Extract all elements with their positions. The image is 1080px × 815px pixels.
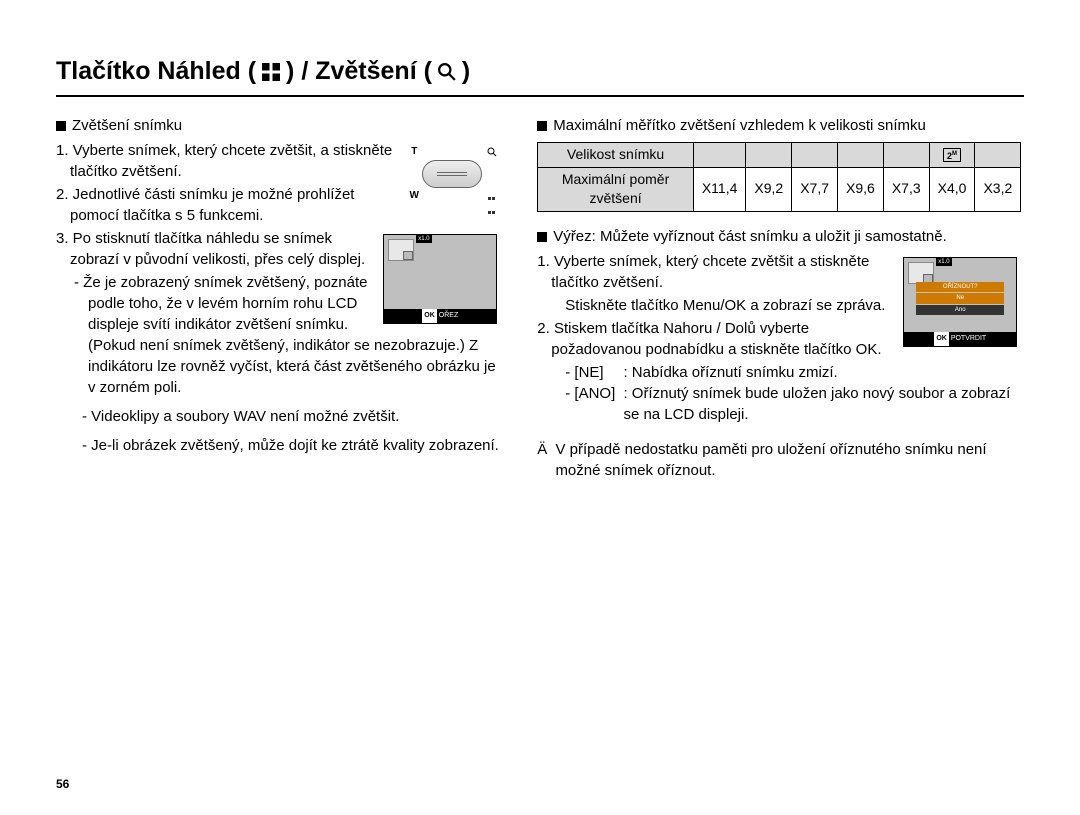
- left-heading-text: Zvětšení snímku: [72, 117, 182, 134]
- size-col-5: [883, 143, 929, 168]
- zoom-indicator-icon: [388, 239, 414, 261]
- lcd2-footer-text: POTVRDIT: [951, 335, 986, 342]
- title-suffix: ): [462, 54, 470, 89]
- opt-ano-text: : Oříznutý snímek bude uložen jako nový …: [623, 383, 1019, 425]
- ratio-4: X9,6: [838, 167, 884, 211]
- footnote-row: Ä V případě nedostatku paměti pro uložen…: [537, 439, 1021, 481]
- zoom-control-diagram: T W: [407, 144, 497, 204]
- magnify-icon: [438, 63, 456, 81]
- size-col-1: [693, 143, 746, 168]
- asterisk-icon: Ä: [537, 439, 551, 460]
- footnote-text: V případě nedostatku paměti pro uložení …: [555, 439, 1019, 481]
- size-2m-icon: 2M: [943, 148, 961, 162]
- bullet-icon: [56, 121, 66, 131]
- right-column: Maximální měřítko zvětšení vzhledem k ve…: [537, 115, 1021, 481]
- magnify-small-icon: [487, 147, 497, 157]
- table-header-ratio: Maximální poměr zvětšení: [538, 167, 694, 211]
- ratio-2: X9,2: [746, 167, 792, 211]
- zoom-level-label: x1.0: [936, 258, 951, 266]
- right-heading-text: Maximální měřítko zvětšení vzhledem k ve…: [553, 117, 926, 134]
- zoom-ratio-table: Velikost snímku 2M Maximální poměr zvětš…: [537, 142, 1021, 212]
- title-mid: ) / Zvětšení (: [286, 54, 432, 89]
- lcd-preview-crop: x1.0 OŘÍZNOUT? Ne Ano OKPOTVRDIT: [903, 257, 1017, 347]
- title-prefix: Tlačítko Náhled (: [56, 54, 256, 89]
- size-col-7: [975, 143, 1021, 168]
- ratio-1: X11,4: [693, 167, 746, 211]
- opt-ne-label: - [NE]: [565, 362, 619, 383]
- crop-dialog-ano: Ano: [916, 305, 1004, 315]
- opt-ano-row: - [ANO] : Oříznutý snímek bude uložen ja…: [565, 383, 1021, 425]
- ok-badge: OK: [934, 332, 949, 346]
- left-note2: - Videoklipy a soubory WAV není možné zv…: [90, 406, 501, 427]
- ratio-7: X3,2: [975, 167, 1021, 211]
- zoom-level-label: x1.0: [416, 235, 431, 243]
- page-title: Tlačítko Náhled ( ) / Zvětšení ( ): [56, 54, 1024, 97]
- thumb-icon: [262, 63, 280, 81]
- zoom-bar-icon: [422, 160, 482, 188]
- lcd2-footer: OKPOTVRDIT: [904, 332, 1016, 346]
- right-heading: Maximální měřítko zvětšení vzhledem k ve…: [537, 115, 1021, 136]
- crop-heading: Výřez: Můžete vyříznout část snímku a ul…: [537, 226, 1021, 247]
- ok-badge: OK: [422, 309, 437, 323]
- bullet-icon: [537, 121, 547, 131]
- crop-dialog-title: OŘÍZNOUT?: [916, 282, 1004, 292]
- zoom-t-label: T: [407, 145, 421, 159]
- zoom-indicator-icon: [908, 262, 934, 284]
- lcd1-footer-text: OŘEZ: [439, 312, 458, 319]
- thumb-small-icon: [487, 191, 497, 201]
- table-header-size: Velikost snímku: [538, 143, 694, 168]
- zoom-w-label: W: [407, 189, 421, 203]
- size-col-6: 2M: [929, 143, 975, 168]
- ratio-6: X4,0: [929, 167, 975, 211]
- size-col-2: [746, 143, 792, 168]
- opt-ano-label: - [ANO]: [565, 383, 619, 404]
- size-col-4: [838, 143, 884, 168]
- opt-ne-text: : Nabídka oříznutí snímku zmizí.: [623, 364, 837, 381]
- page-number: 56: [56, 776, 69, 793]
- left-column: Zvětšení snímku T W 1. Vyberte snímek, k…: [56, 115, 501, 481]
- opt-ne-row: - [NE] : Nabídka oříznutí snímku zmizí.: [565, 362, 1021, 383]
- ratio-3: X7,7: [792, 167, 838, 211]
- left-heading: Zvětšení snímku: [56, 115, 501, 136]
- left-note3: - Je-li obrázek zvětšený, může dojít ke …: [90, 435, 501, 456]
- crop-heading-text: Výřez: Můžete vyříznout část snímku a ul…: [553, 228, 947, 245]
- bullet-icon: [537, 232, 547, 242]
- crop-dialog: OŘÍZNOUT? Ne Ano: [916, 282, 1004, 315]
- ratio-5: X7,3: [883, 167, 929, 211]
- lcd1-footer: OKOŘEZ: [384, 309, 496, 323]
- size-col-3: [792, 143, 838, 168]
- lcd-preview-zoom: x1.0 OKOŘEZ: [383, 234, 497, 324]
- crop-dialog-ne: Ne: [916, 293, 1004, 303]
